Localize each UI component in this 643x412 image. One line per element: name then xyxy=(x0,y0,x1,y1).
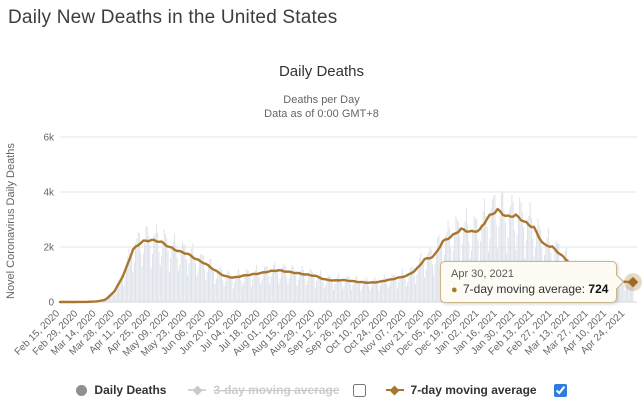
checkbox-7-day-moving-average[interactable] xyxy=(553,383,567,397)
legend: Daily Deaths 3-day moving average 7-day … xyxy=(0,377,643,403)
legend-label-daily-deaths: Daily Deaths xyxy=(94,383,167,397)
chart-title: Daily Deaths xyxy=(278,63,365,80)
tooltip-row: ● 7-day moving average: 724 xyxy=(451,282,609,296)
legend-item-daily-deaths[interactable]: Daily Deaths xyxy=(76,383,166,397)
chart-subtitle-line2: Data as of 0:00 GMT+8 xyxy=(264,108,379,120)
line-diamond-marker-icon xyxy=(385,385,404,395)
line-diamond-marker-icon xyxy=(188,385,207,395)
tooltip-date: Apr 30, 2021 xyxy=(451,268,514,280)
chart-subtitle: Deaths per Day Data as of 0:00 GMT+8 xyxy=(0,93,643,121)
page-title: Daily New Deaths in the United States xyxy=(8,7,338,28)
legend-item-7-day-moving-average[interactable]: 7-day moving average xyxy=(385,383,537,397)
circle-marker-icon xyxy=(76,384,88,396)
chart-subtitle-line1: Deaths per Day xyxy=(283,94,360,106)
tooltip: Apr 30, 2021 ● 7-day moving average: 724 xyxy=(440,261,624,303)
7-day-moving-average-line[interactable] xyxy=(58,207,635,304)
y-tick-label: 4k xyxy=(43,188,55,199)
checkbox-3-day-moving-average[interactable] xyxy=(352,383,366,397)
legend-label-3-day-moving-average: 3-day moving average xyxy=(213,383,340,397)
y-tick-label: 2k xyxy=(43,243,55,254)
legend-item-3-day-moving-average[interactable]: 3-day moving average xyxy=(188,383,340,397)
tooltip-series-label: 7-day moving average: xyxy=(463,282,586,296)
y-tick-label: 0 xyxy=(48,298,54,309)
series-dot-icon: ● xyxy=(451,284,458,296)
legend-label-7-day-moving-average: 7-day moving average xyxy=(410,383,537,397)
y-tick-label: 6k xyxy=(43,133,55,144)
tooltip-value: 724 xyxy=(588,282,609,296)
